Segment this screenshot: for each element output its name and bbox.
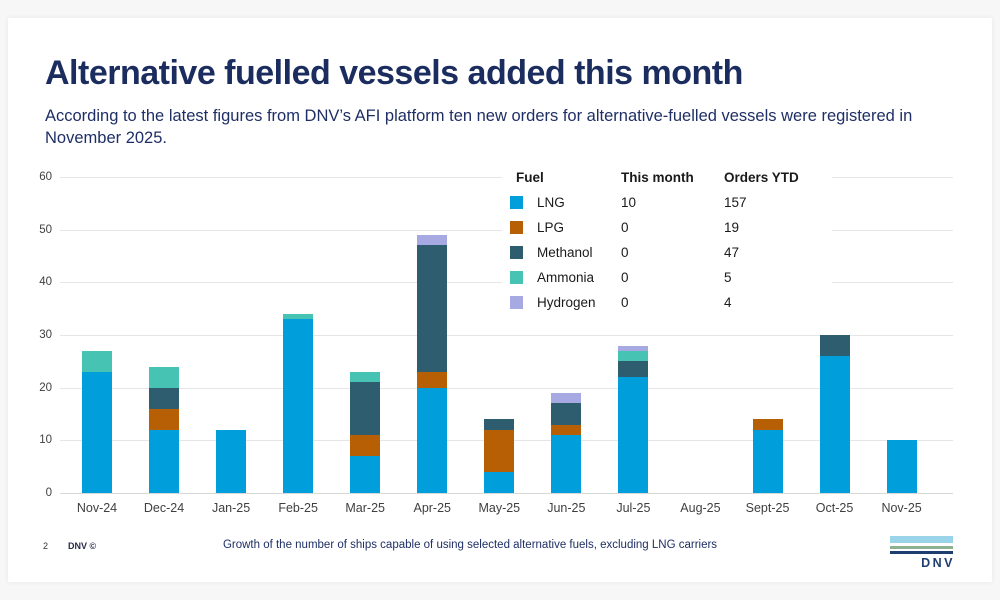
bar-segment-lng-sept-25 [752, 429, 783, 493]
x-tick-label: Aug-25 [680, 501, 721, 515]
x-tick-label: Sept-25 [745, 501, 790, 515]
x-tick-label: Nov-24 [76, 501, 118, 515]
y-tick-label: 30 [39, 329, 52, 341]
page-number: 2 [43, 541, 49, 551]
ammonia-color-swatch [510, 271, 523, 284]
bar-segment-lng-oct-25 [819, 356, 850, 493]
legend-header-this-month: This month [621, 170, 694, 185]
bar-segment-lng-feb-25 [283, 319, 314, 493]
bar-segment-lpg-apr-25 [417, 371, 448, 388]
x-tick-label: Nov-25 [881, 501, 922, 515]
slide: Alternative fuelled vessels added this m… [8, 18, 992, 582]
x-tick-label: Jun-25 [547, 501, 586, 515]
y-tick-label: 50 [39, 223, 52, 236]
legend-this-month-value: 0 [621, 220, 629, 235]
y-tick-label: 40 [39, 276, 52, 289]
legend-orders-ytd-value: 157 [724, 195, 747, 210]
bar-segment-ammonia-nov-24 [82, 350, 112, 372]
legend-fuel-label: Ammonia [537, 270, 595, 285]
bar-segment-methanol-apr-25 [417, 245, 448, 372]
bar-segment-lpg-may-25 [484, 429, 515, 472]
lpg-color-swatch [510, 221, 523, 234]
legend-fuel-label: LPG [537, 220, 565, 235]
logo-text: DNV [921, 556, 955, 570]
bar-segment-ammonia-mar-25 [350, 371, 381, 383]
legend-row-methanol: Methanol 0 47 [502, 240, 832, 265]
bar-segment-methanol-oct-25 [819, 335, 850, 357]
bar-segment-ammonia-dec-24 [149, 366, 180, 388]
legend-this-month-value: 0 [621, 270, 629, 285]
page-title: Alternative fuelled vessels added this m… [45, 54, 743, 92]
dnv-logo: DNV [890, 536, 953, 570]
hydrogen-color-swatch [510, 296, 523, 309]
copyright-label: DNV © [68, 541, 97, 551]
legend-this-month-value: 10 [621, 195, 637, 210]
bar-segment-methanol-mar-25 [350, 382, 381, 436]
y-tick-label: 10 [39, 434, 52, 447]
legend-header-fuel: Fuel [516, 170, 544, 185]
bar-segment-methanol-dec-24 [149, 387, 180, 409]
lng-color-swatch [510, 196, 523, 209]
bar-segment-ammonia-jul-25 [618, 350, 649, 362]
chart-caption: Growth of the number of ships capable of… [222, 539, 718, 551]
x-tick-label: Jan-25 [211, 501, 251, 515]
bar-segment-methanol-jun-25 [551, 403, 582, 425]
bar-segment-methanol-jul-25 [618, 361, 649, 378]
gridline-0 [60, 493, 953, 494]
legend-fuel-label: Hydrogen [537, 295, 596, 310]
bar-segment-lng-jul-25 [618, 377, 649, 493]
bar-segment-lng-jun-25 [551, 435, 582, 493]
x-tick-label: Feb-25 [278, 501, 318, 515]
legend-orders-ytd-value: 47 [724, 245, 740, 260]
legend-row-lng: LNG 10 157 [502, 190, 832, 215]
bar-segment-hydrogen-jul-25 [618, 345, 649, 351]
legend-header-orders-ytd: Orders YTD [724, 170, 799, 185]
legend-orders-ytd-value: 19 [724, 220, 740, 235]
legend-orders-ytd-value: 5 [724, 270, 732, 285]
bar-segment-lpg-sept-25 [752, 419, 783, 430]
legend-row-lpg: LPG 0 19 [502, 215, 832, 240]
bar-segment-lng-apr-25 [417, 387, 448, 493]
logo-line-green [890, 546, 953, 549]
x-tick-label: Dec-24 [143, 501, 185, 515]
legend-row-ammonia: Ammonia 0 5 [502, 265, 832, 290]
methanol-color-swatch [510, 246, 523, 259]
bar-segment-lpg-mar-25 [350, 435, 381, 457]
bar-segment-lpg-jun-25 [551, 424, 582, 436]
bar-segment-lng-nov-25 [886, 440, 917, 493]
legend-row-hydrogen: Hydrogen 0 4 [502, 290, 832, 315]
x-tick-label: Mar-25 [345, 501, 385, 515]
bar-segment-ammonia-feb-25 [283, 313, 314, 320]
x-tick-label: Apr-25 [413, 501, 452, 515]
bar-segment-methanol-may-25 [484, 419, 515, 430]
bar-segment-lpg-dec-24 [149, 408, 180, 430]
x-tick-label: Jul-25 [616, 501, 651, 515]
legend-fuel-label: LNG [537, 195, 565, 210]
y-tick-label: 20 [39, 381, 52, 394]
logo-bar-blue [890, 536, 953, 543]
gridline-20 [60, 387, 953, 389]
page-subtitle: According to the latest figures from DNV… [45, 107, 913, 147]
bar-segment-hydrogen-apr-25 [417, 234, 448, 246]
bar-segment-lng-nov-24 [82, 371, 112, 493]
y-tick-label: 0 [45, 487, 52, 499]
bar-segment-lng-may-25 [484, 471, 515, 493]
bar-segment-lng-dec-24 [149, 429, 180, 493]
bar-segment-lng-mar-25 [350, 456, 381, 493]
legend-orders-ytd-value: 4 [724, 295, 732, 310]
chart-legend: Fuel This month Orders YTD LNG 10 157 LPG 0 1… [502, 165, 832, 323]
bar-segment-hydrogen-jun-25 [551, 392, 582, 404]
bar-segment-lng-jan-25 [216, 429, 247, 493]
legend-this-month-value: 0 [621, 295, 629, 310]
logo-line-navy [890, 551, 953, 554]
legend-this-month-value: 0 [621, 245, 629, 260]
legend-fuel-label: Methanol [537, 245, 593, 260]
x-tick-label: May-25 [478, 501, 521, 515]
x-tick-label: Oct-25 [815, 501, 854, 515]
gridline-30 [60, 335, 953, 336]
stacked-bar-chart: 0 10 20 30 40 50 60 Nov-24 Dec-24 Jan-25 Feb-25 Ma… [8, 18, 992, 582]
y-tick-label: 60 [39, 171, 52, 183]
